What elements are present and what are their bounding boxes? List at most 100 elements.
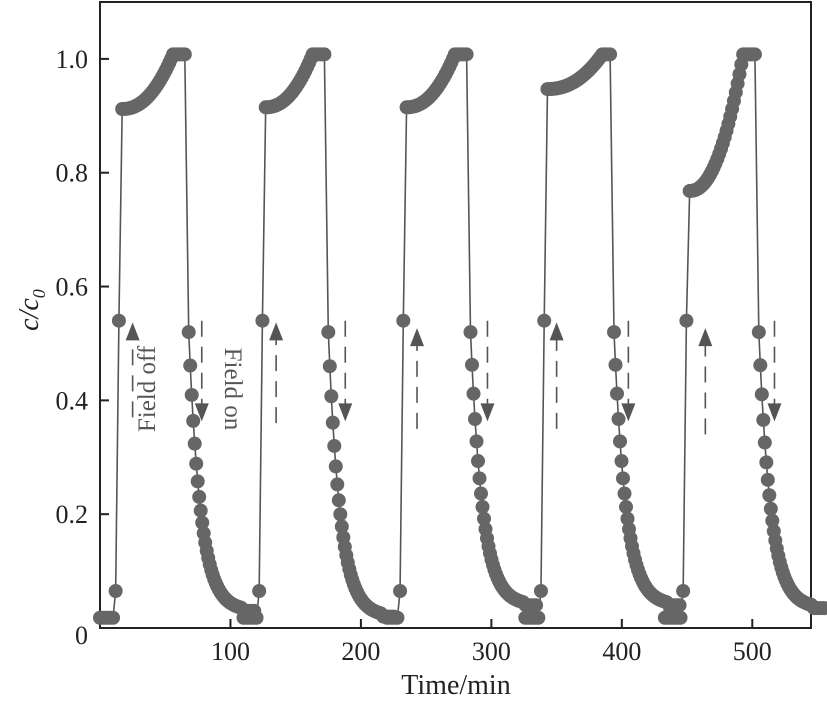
data-point	[679, 313, 694, 328]
data-point	[192, 489, 207, 504]
data-point	[603, 47, 618, 62]
data-point	[390, 610, 405, 625]
data-point	[533, 584, 548, 599]
data-point	[193, 503, 208, 518]
plot-frame	[99, 1, 812, 629]
arrow-down-icon	[621, 403, 636, 422]
y-axis-label-main: c/c	[14, 298, 45, 331]
data-point	[765, 513, 780, 528]
data-point	[330, 477, 345, 492]
x-tick-label: 300	[472, 637, 511, 666]
data-point	[184, 387, 199, 402]
data-point	[468, 412, 483, 427]
data-point	[614, 454, 629, 469]
data-point	[322, 359, 337, 374]
x-axis-label: Time/min	[401, 670, 510, 701]
data-point	[471, 454, 486, 469]
data-point	[111, 313, 126, 328]
data-point	[396, 313, 411, 328]
series-points	[93, 47, 827, 625]
data-point	[620, 511, 635, 526]
data-point	[608, 357, 623, 372]
y-axis-label-subscript: 0	[29, 289, 49, 298]
data-point	[611, 412, 626, 427]
data-point	[673, 610, 688, 625]
data-point	[325, 415, 340, 430]
data-point	[393, 584, 408, 599]
data-point	[607, 325, 622, 340]
data-point	[672, 598, 687, 613]
data-point	[190, 474, 205, 489]
data-point	[181, 325, 196, 340]
data-point	[757, 435, 772, 450]
data-point	[469, 434, 484, 449]
arrow-down-icon	[194, 403, 209, 422]
arrow-up-icon	[698, 328, 713, 347]
data-point	[762, 488, 777, 503]
data-point	[747, 47, 762, 62]
data-point	[465, 357, 480, 372]
data-point	[331, 493, 346, 508]
annotation-field-on: Field on	[219, 348, 246, 431]
data-point	[760, 472, 775, 487]
data-point	[459, 47, 474, 62]
arrow-up-icon	[410, 328, 425, 347]
data-point	[195, 515, 210, 530]
data-point	[106, 610, 121, 625]
data-point	[753, 358, 768, 373]
data-point	[616, 471, 631, 486]
arrow-down-icon	[338, 403, 353, 422]
data-point	[474, 486, 489, 501]
data-point	[610, 386, 625, 401]
data-point	[537, 313, 552, 328]
data-point	[324, 389, 339, 404]
data-point	[255, 313, 270, 328]
data-point	[472, 471, 487, 486]
y-axis-label: c/c0	[14, 289, 49, 331]
data-point	[327, 438, 342, 453]
data-point	[756, 412, 771, 427]
data-point	[321, 325, 336, 340]
y-tick-label: 0.2	[56, 500, 89, 529]
x-tick-label: 500	[733, 637, 772, 666]
data-point	[759, 455, 774, 470]
data-point	[617, 486, 632, 501]
y-tick-label: 0.6	[56, 273, 89, 302]
data-point	[187, 436, 202, 451]
arrow-layer	[125, 320, 782, 435]
data-point	[466, 386, 481, 401]
y-tick-label: 0	[75, 621, 88, 650]
arrow-down-icon	[480, 403, 495, 422]
data-point	[317, 47, 332, 62]
data-point	[475, 499, 490, 514]
data-point	[751, 325, 766, 340]
data-point	[189, 456, 204, 471]
data-point	[333, 507, 348, 522]
data-point	[177, 47, 192, 62]
data-point	[477, 511, 492, 526]
data-point	[619, 499, 634, 514]
data-point	[328, 459, 343, 474]
y-tick-label: 0.8	[56, 159, 89, 188]
data-point	[183, 358, 198, 373]
data-point	[186, 413, 201, 428]
annotations: Field off Field on	[134, 345, 246, 432]
data-point	[531, 610, 546, 625]
data-point	[613, 434, 628, 449]
arrow-up-icon	[549, 322, 564, 341]
annotation-field-off: Field off	[134, 345, 161, 432]
data-point	[529, 598, 544, 613]
data-point	[334, 519, 349, 534]
data-point	[249, 610, 264, 625]
x-tick-label: 100	[211, 637, 250, 666]
data-point	[676, 584, 691, 599]
data-point	[108, 584, 123, 599]
data-point	[463, 325, 478, 340]
arrow-up-icon	[125, 322, 140, 341]
data-point	[763, 501, 778, 516]
x-tick-label: 400	[602, 637, 641, 666]
x-tick-label: 200	[341, 637, 380, 666]
data-point	[817, 601, 827, 616]
arrow-up-icon	[269, 322, 284, 341]
axes: 100 200 300 400 500 0 0.2 0.4 0.6 0.8 1.0	[56, 45, 772, 666]
